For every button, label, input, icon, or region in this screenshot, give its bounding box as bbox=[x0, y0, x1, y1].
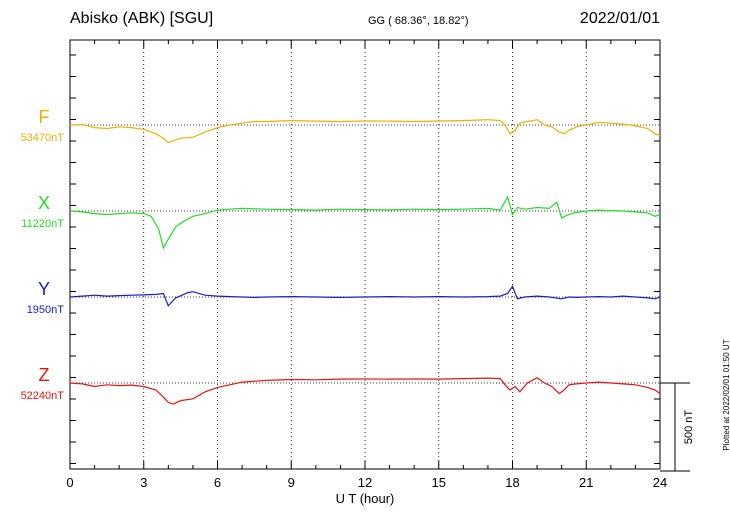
series-name-x: X bbox=[38, 193, 50, 213]
scale-bar-label: 500 nT bbox=[683, 410, 695, 445]
geographic-coordinates: GG ( 68.36°, 18.82°) bbox=[368, 15, 469, 27]
x-axis-label: U T (hour) bbox=[336, 491, 395, 506]
x-tick-label: 9 bbox=[288, 475, 295, 490]
x-tick-label: 15 bbox=[432, 475, 446, 490]
x-tick-label: 21 bbox=[579, 475, 593, 490]
series-line-f bbox=[69, 119, 661, 144]
date-label: 2022/01/01 bbox=[579, 10, 660, 27]
x-tick-label: 18 bbox=[505, 475, 519, 490]
x-tick-label: 6 bbox=[214, 475, 221, 490]
series-baseline-x: 11220nT bbox=[21, 218, 64, 230]
series-line-y bbox=[69, 285, 661, 307]
series-baseline-f: 53470nT bbox=[21, 132, 65, 144]
series-line-z bbox=[69, 376, 661, 405]
x-tick-label: 12 bbox=[358, 475, 372, 490]
x-tick-label: 24 bbox=[653, 475, 667, 490]
series-name-f: F bbox=[39, 107, 50, 127]
series-line-x bbox=[69, 195, 661, 250]
series-name-y: Y bbox=[38, 279, 50, 299]
series-baseline-z: 52240nT bbox=[21, 390, 65, 402]
series-baseline-y: 1950nT bbox=[27, 304, 65, 316]
x-tick-label: 3 bbox=[140, 475, 147, 490]
station-title: Abisko (ABK) [SGU] bbox=[70, 10, 214, 27]
x-tick-label: 0 bbox=[66, 475, 73, 490]
series-name-z: Z bbox=[39, 365, 50, 385]
